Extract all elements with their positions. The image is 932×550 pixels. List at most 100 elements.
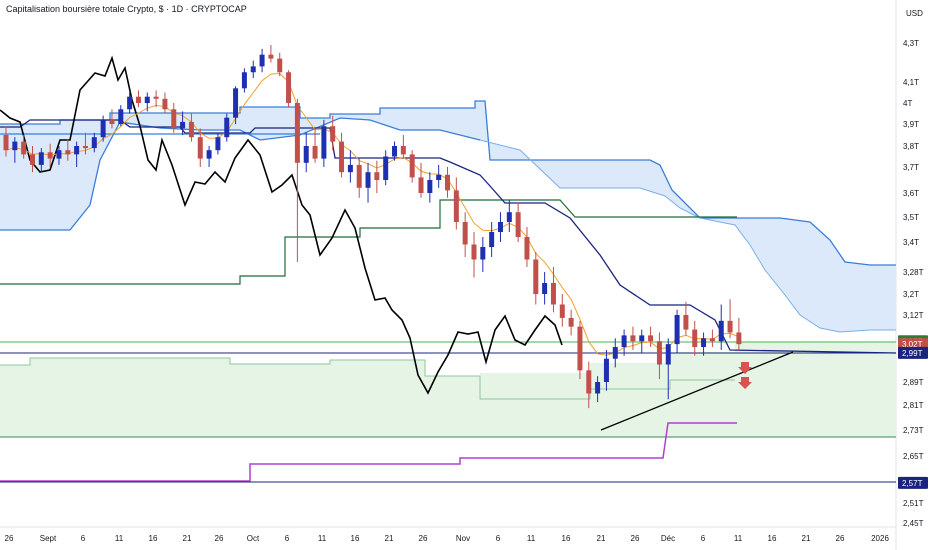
x-tick-label: 21	[385, 534, 394, 543]
x-tick-label: 11	[115, 534, 124, 543]
x-tick-label: 26	[215, 534, 224, 543]
candle	[144, 92, 150, 112]
candle-body	[29, 154, 35, 165]
candle	[241, 68, 247, 93]
candle-body	[436, 174, 442, 180]
candle-body	[294, 103, 300, 163]
x-tick-label: 11	[527, 534, 536, 543]
candle-body	[595, 382, 601, 394]
candle	[471, 232, 477, 278]
x-tick-label: 11	[734, 534, 743, 543]
candle-body	[709, 338, 715, 342]
price-tag: 2,99T	[898, 346, 928, 359]
green-cloud-fill	[0, 342, 896, 437]
y-tick-label: 3,7T	[903, 163, 919, 172]
candle-body	[683, 315, 689, 330]
candle-body	[38, 152, 44, 165]
y-tick-label: 2,89T	[903, 378, 924, 387]
candle	[91, 132, 97, 153]
candle	[356, 158, 362, 198]
candle	[462, 212, 468, 257]
candle	[12, 137, 18, 163]
candle	[586, 361, 592, 409]
green-cloud-lower-line	[0, 357, 735, 400]
x-tick-label: 11	[318, 534, 327, 543]
candle-body	[656, 341, 662, 365]
y-tick-label: 3,28T	[903, 268, 924, 277]
candle	[162, 92, 168, 114]
candle	[118, 105, 124, 127]
candle	[568, 309, 574, 336]
x-tick-label: 16	[149, 534, 158, 543]
price-tag-label: 2,57T	[902, 479, 923, 488]
candle	[497, 212, 503, 242]
candle-body	[56, 150, 62, 159]
x-tick-label: 16	[562, 534, 571, 543]
candle-body	[471, 244, 477, 260]
currency-label[interactable]: USD	[906, 9, 923, 18]
candle-body	[118, 109, 124, 124]
candle	[65, 139, 71, 161]
candle-body	[144, 96, 150, 103]
candle-body	[215, 137, 221, 151]
candle	[595, 376, 601, 403]
candle	[188, 113, 194, 142]
candle-body	[339, 141, 345, 173]
candle	[29, 146, 35, 173]
chikou-line	[0, 55, 563, 395]
candle	[339, 132, 345, 178]
candle	[736, 317, 742, 350]
candle	[250, 60, 256, 79]
candle-body	[21, 141, 27, 155]
candle	[171, 103, 177, 133]
candle-body	[303, 146, 309, 163]
candle	[718, 304, 724, 350]
down-arrow-icon	[738, 377, 752, 389]
candle	[436, 164, 442, 188]
candle	[515, 202, 521, 242]
candle	[648, 326, 654, 348]
x-tick-label: 16	[768, 534, 777, 543]
candle	[418, 162, 424, 198]
candle	[559, 294, 565, 327]
candle-body	[718, 320, 724, 342]
candle-body	[497, 222, 503, 232]
candle	[47, 143, 53, 167]
x-tick-label: 6	[285, 534, 290, 543]
candle-body	[171, 109, 177, 129]
x-tick-label: 26	[419, 534, 428, 543]
candle	[665, 338, 671, 400]
candle	[374, 160, 380, 193]
x-tick-label: 26	[836, 534, 845, 543]
candle	[480, 237, 486, 272]
candle	[577, 320, 583, 380]
candle	[74, 141, 80, 167]
y-tick-label: 2,73T	[903, 426, 924, 435]
candle-body	[197, 137, 203, 159]
candle-body	[3, 135, 9, 151]
candle-body	[100, 119, 106, 138]
kijun-line	[0, 119, 897, 354]
candle	[383, 150, 389, 186]
chart-title: Capitalisation boursière totale Crypto, …	[6, 4, 247, 14]
candle-body	[259, 54, 265, 67]
price-tag-label: 3,02T	[902, 340, 923, 349]
x-tick-label: 16	[351, 534, 360, 543]
y-tick-label: 4T	[903, 99, 912, 108]
candle	[215, 132, 221, 155]
candle-body	[506, 212, 512, 222]
candle-body	[233, 88, 239, 118]
price-axis[interactable]: 4,3T 4,1T 4T 3,9T 3,8T 3,7T 3,6T 3,5T 3,4T 3,28T 3…	[898, 39, 928, 528]
y-tick-label: 3,2T	[903, 290, 919, 299]
candle	[197, 128, 203, 167]
blue-cloud-fill	[0, 101, 896, 332]
candle-body	[480, 247, 486, 260]
candle	[727, 299, 733, 339]
candle	[224, 113, 230, 142]
y-tick-label: 3,4T	[903, 238, 919, 247]
candle	[639, 329, 645, 353]
time-axis[interactable]: 26 Sept 6 11 16 21 26 Oct 6 11 16 21 26 Nov 6 11 16 21 26 D…	[5, 534, 890, 543]
x-tick-label: 21	[597, 534, 606, 543]
candle-body	[400, 146, 406, 155]
